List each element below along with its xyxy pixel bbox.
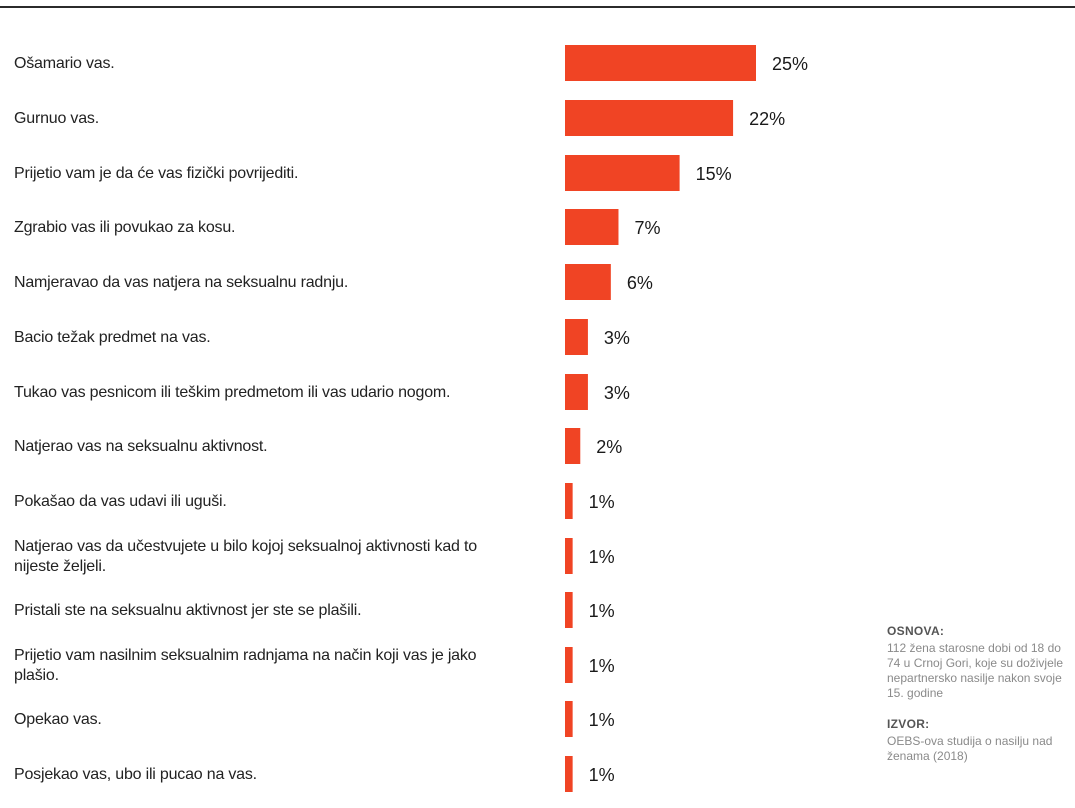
category-label: Gurnuo vas. [14,110,99,127]
category-label: Pokašao da vas udavi ili uguši. [14,493,227,510]
value-label: 1% [589,547,615,567]
category-label: Prijetio vam nasilnim seksualnim radnjam… [14,647,477,684]
category-label: Opekao vas. [14,711,102,728]
bar [565,701,573,737]
basis-heading: OSNOVA: [887,624,945,638]
value-label: 22% [749,109,785,129]
top-rule [0,6,1075,8]
bar [565,319,588,355]
category-label: Pristali ste na seksualnu aktivnost jer … [14,602,361,619]
value-label: 15% [696,164,732,184]
basis-text: 112 žena starosne dobi od 18 do 74 u Crn… [887,641,1064,700]
value-label: 25% [772,54,808,74]
bar [565,756,573,792]
value-label: 7% [634,218,660,238]
bar [565,428,581,464]
category-label: Zgrabio vas ili povukao za kosu. [14,219,235,236]
bar [565,45,756,81]
bar [565,264,611,300]
value-label: 1% [589,656,615,676]
category-label: Ošamario vas. [14,55,115,72]
source-heading: IZVOR: [887,717,930,731]
value-label: 1% [589,765,615,785]
bar [565,155,680,191]
category-label: Natjerao vas da učestvujete u bilo kojoj… [14,538,477,575]
category-label: Natjerao vas na seksualnu aktivnost. [14,438,267,455]
bar [565,374,588,410]
value-label: 1% [589,710,615,730]
category-label: Namjeravao da vas natjera na seksualnu r… [14,274,348,291]
notes-panel: OSNOVA: 112 žena starosne dobi od 18 do … [887,624,1067,764]
source-text: OEBS-ova studija o nasilju nad ženama (2… [887,734,1053,763]
category-label: Prijetio vam je da će vas fizički povrij… [14,165,298,182]
bar [565,592,573,628]
bar [565,538,573,574]
value-label: 6% [627,273,653,293]
bar [565,647,573,683]
value-label: 3% [604,328,630,348]
value-label: 1% [589,492,615,512]
value-label: 3% [604,383,630,403]
category-label: Tukao vas pesnicom ili teškim predmetom … [14,384,450,401]
value-label: 1% [589,601,615,621]
bar [565,483,573,519]
category-label: Posjekao vas, ubo ili pucao na vas. [14,766,257,783]
value-label: 2% [596,437,622,457]
category-label: Bacio težak predmet na vas. [14,329,210,346]
bar [565,100,734,136]
bar [565,209,619,245]
